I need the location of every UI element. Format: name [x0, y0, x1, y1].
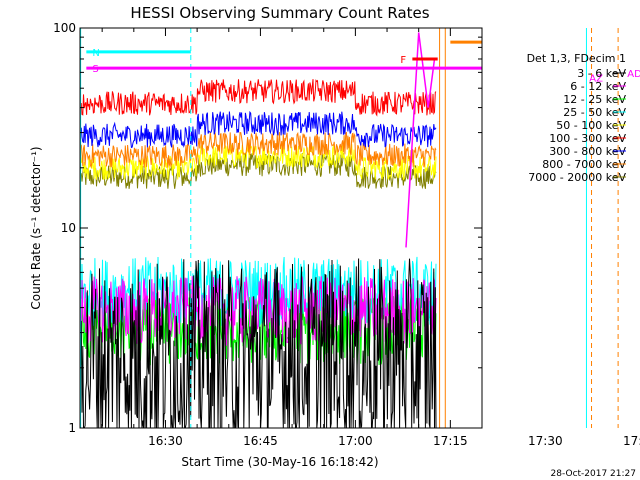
flag-label: AD	[627, 69, 640, 80]
legend-entry-label: 50 - 100 keV	[556, 119, 626, 132]
y-axis-label: Count Rate (s⁻¹ detector⁻¹)	[29, 146, 43, 309]
flag-label: F	[400, 55, 406, 66]
footer-timestamp: 28-Oct-2017 21:27	[551, 469, 636, 479]
y-tick-label: 100	[53, 21, 76, 35]
flag-label: S	[92, 64, 98, 75]
legend-entry-label: 3 - 6 keV	[577, 67, 626, 80]
flare-spike	[405, 32, 436, 248]
legend-entry-label: 800 - 7000 keV	[542, 158, 626, 171]
y-tick-label: 10	[61, 221, 76, 235]
x-tick-label: 17:45	[623, 434, 640, 448]
flag-label: AZ	[589, 73, 603, 84]
plot-area: NS F AZ AD	[80, 28, 640, 429]
series-line	[80, 131, 437, 169]
x-axis: 16:30 16:45 17:00 17:15 17:30 17:45	[101, 28, 640, 448]
y-axis: 1 10 100	[53, 21, 482, 435]
y-tick-label: 1	[68, 421, 76, 435]
legend-entry-label: 25 - 50 keV	[563, 106, 626, 119]
x-tick-label: 16:30	[148, 434, 183, 448]
x-tick-label: 16:45	[243, 434, 278, 448]
series-line	[80, 144, 437, 181]
flag-label: N	[92, 48, 99, 59]
legend-entry-label: 100 - 300 keV	[549, 132, 626, 145]
x-axis-label: Start Time (30-May-16 16:18:42)	[181, 455, 378, 469]
chart-title: HESSI Observing Summary Count Rates	[130, 4, 429, 22]
x-tick-label: 17:30	[528, 434, 563, 448]
legend-entry-label: 7000 - 20000 keV	[528, 171, 626, 184]
legend-entry-label: 12 - 25 keV	[563, 93, 626, 106]
series-line	[80, 79, 437, 117]
series-line	[80, 110, 437, 149]
legend-entry-label: 300 - 800 keV	[549, 145, 626, 158]
legend-title: Det 1,3, FDecim 1	[527, 52, 626, 65]
x-tick-label: 17:15	[433, 434, 468, 448]
series-line	[80, 258, 437, 429]
x-tick-label: 17:00	[338, 434, 373, 448]
legend-entry-label: 6 - 12 keV	[570, 80, 626, 93]
